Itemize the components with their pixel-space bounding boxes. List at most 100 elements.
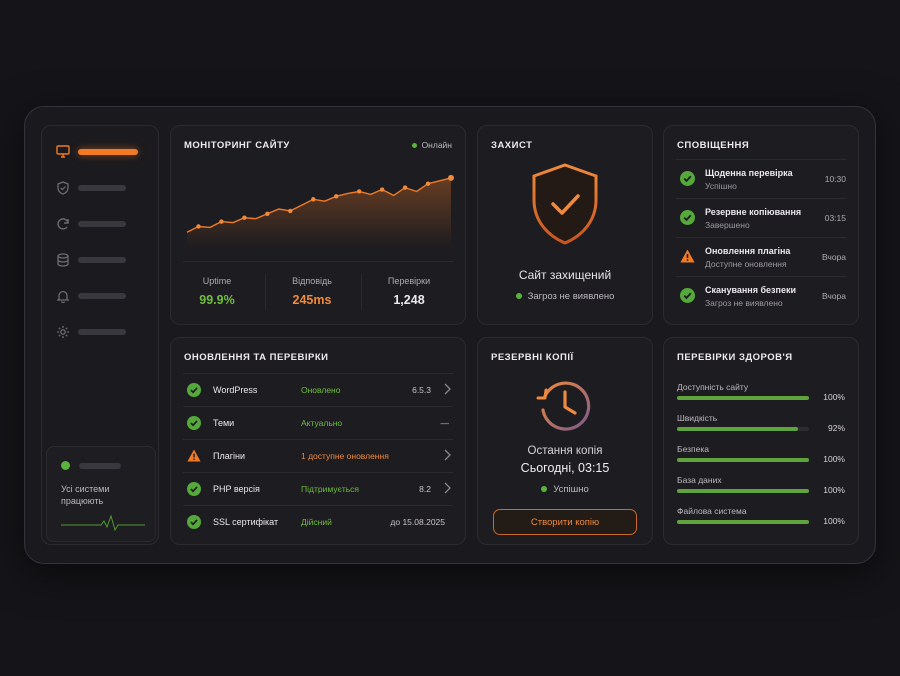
notification-title: Сканування безпеки <box>705 285 797 295</box>
stat-value: 245ms <box>292 293 332 307</box>
update-version: 8.2 <box>419 484 431 494</box>
stat-response: Відповідь 245ms <box>267 276 357 307</box>
check-icon <box>680 210 695 225</box>
update-status: 1 доступне оновлення <box>301 451 389 461</box>
bell-icon <box>56 290 70 303</box>
create-backup-button[interactable]: Створити копію <box>493 509 637 535</box>
notification-subtitle: Завершено <box>705 220 750 230</box>
health-label: Доступність сайту <box>677 382 749 392</box>
sidebar-item-database[interactable] <box>56 252 146 268</box>
health-label: Безпека <box>677 444 709 454</box>
health-progress-fill <box>677 489 809 493</box>
sidebar-item-security[interactable] <box>56 180 146 196</box>
gear-icon <box>57 326 69 338</box>
backup-time: Сьогодні, 03:15 <box>520 461 610 475</box>
chart-point <box>288 208 293 214</box>
sidebar-item-monitoring[interactable] <box>56 144 146 160</box>
update-name: Плагіни <box>213 451 246 461</box>
backup-label: Остання копія <box>527 445 603 457</box>
shield-icon <box>57 181 69 195</box>
update-status: Дійсний <box>301 517 332 527</box>
backup-status: Успішно <box>478 484 652 495</box>
status-dot <box>61 461 70 470</box>
sidebar: Усі системи працюють <box>41 125 159 545</box>
notification-title: Оновлення плагіна <box>705 246 791 256</box>
notification-time: 03:15 <box>824 213 846 223</box>
update-row[interactable]: WordPress Оновлено 6.5.3 <box>183 373 453 406</box>
health-item: Доступність сайту 100% <box>677 382 845 412</box>
notification-item[interactable]: Сканування безпеки Загроз не виявлено Вч… <box>676 276 846 314</box>
health-percent: 100% <box>823 485 845 495</box>
update-row[interactable]: PHP версія Підтримується 8.2 <box>183 472 453 505</box>
notification-title: Резервне копіювання <box>705 207 802 217</box>
stat-checks: Перевірки 1,248 <box>364 276 454 307</box>
health-item: Безпека 100% <box>677 444 845 474</box>
update-row[interactable]: Теми Актуально — <box>183 406 453 439</box>
check-icon <box>187 416 201 430</box>
notification-item[interactable]: Оновлення плагіна Доступне оновлення Вчо… <box>676 237 846 275</box>
stat-value: 1,248 <box>393 293 425 307</box>
sidebar-item-notifications[interactable] <box>56 288 146 304</box>
health-progress <box>677 458 809 462</box>
update-row[interactable]: Плагіни 1 доступне оновлення <box>183 439 453 472</box>
status-placeholder-bar <box>79 463 121 469</box>
update-status: Актуально <box>301 418 343 428</box>
warning-icon <box>187 449 201 462</box>
card-title: ЗАХИСТ <box>491 140 533 151</box>
chart-area <box>187 177 451 248</box>
chart-point <box>402 185 408 190</box>
chart-point <box>265 211 270 217</box>
chart-points <box>196 174 454 229</box>
chart-point <box>219 219 224 224</box>
notification-title: Щоденна перевірка <box>705 168 793 178</box>
health-label: Файлова система <box>677 506 747 516</box>
check-icon <box>187 482 201 496</box>
update-status: Підтримується <box>301 484 360 494</box>
card-title: РЕЗЕРВНІ КОПІЇ <box>491 352 574 363</box>
notification-subtitle: Успішно <box>705 181 737 191</box>
notification-time: Вчора <box>822 291 846 301</box>
notification-item[interactable]: Щоденна перевірка Успішно 10:30 <box>676 159 846 197</box>
chevron-right-icon[interactable] <box>443 383 451 395</box>
chart-point <box>242 215 247 220</box>
stat-label: Перевірки <box>387 276 431 286</box>
update-row[interactable]: SSL сертифікат Дійсний до 15.08.2025 <box>183 505 453 538</box>
chevron-right-icon[interactable] <box>443 449 451 461</box>
divider <box>265 274 266 310</box>
sidebar-item-bar <box>78 257 126 263</box>
health-progress <box>677 427 809 431</box>
card-title: ПЕРЕВІРКИ ЗДОРОВ'Я <box>677 352 793 363</box>
chevron-right-icon[interactable] <box>443 482 451 494</box>
check-icon <box>187 515 201 529</box>
stat-value: 99.9% <box>199 293 235 307</box>
database-icon <box>57 253 69 267</box>
uptime-chart <box>186 174 454 248</box>
shield-check-icon <box>532 163 598 245</box>
divider <box>183 261 453 262</box>
chart-point <box>196 224 201 229</box>
stat-uptime: Uptime 99.9% <box>172 276 262 307</box>
system-status-card: Усі системи працюють <box>46 446 156 542</box>
health-progress-fill <box>677 520 809 524</box>
health-progress <box>677 396 809 400</box>
updates-checks-card: ОНОВЛЕННЯ ТА ПЕРЕВІРКИ WordPress Оновлен… <box>170 337 466 545</box>
online-status: Онлайн <box>411 140 452 150</box>
notification-subtitle: Загроз не виявлено <box>705 298 783 308</box>
check-icon <box>680 288 695 303</box>
sidebar-item-updates[interactable] <box>56 216 146 232</box>
site-monitoring-card: МОНІТОРИНГ САЙТУ Онлайн Uptime 99.9% Від… <box>170 125 466 325</box>
update-status: Оновлено <box>301 385 341 395</box>
stat-label: Відповідь <box>292 276 332 286</box>
sidebar-item-settings[interactable] <box>56 324 146 340</box>
health-percent: 100% <box>823 454 845 464</box>
sidebar-item-bar <box>78 185 126 191</box>
health-item: Файлова система 100% <box>677 506 845 536</box>
chart-point <box>425 181 431 186</box>
notification-subtitle: Доступне оновлення <box>705 259 787 269</box>
health-progress <box>677 489 809 493</box>
refresh-icon <box>57 218 69 230</box>
protection-status: Сайт захищений <box>518 268 612 282</box>
health-progress <box>677 520 809 524</box>
sidebar-item-bar <box>78 149 138 155</box>
notification-item[interactable]: Резервне копіювання Завершено 03:15 <box>676 198 846 236</box>
